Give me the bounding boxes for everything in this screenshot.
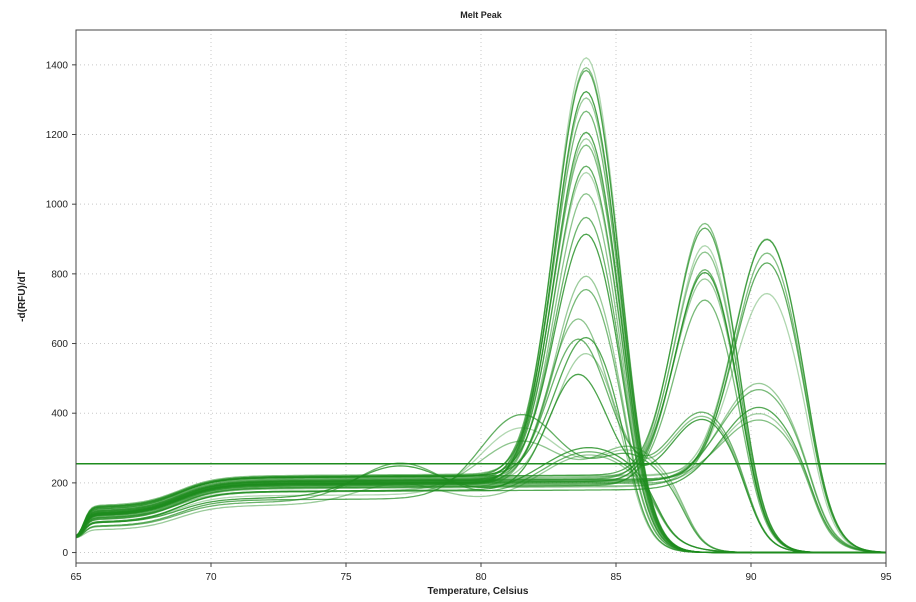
x-tick-label: 70 bbox=[205, 572, 217, 583]
series-line bbox=[75, 419, 887, 553]
x-axis-label: Temperature, Celsius bbox=[428, 586, 529, 597]
series-line bbox=[75, 292, 887, 553]
x-tick-label: 90 bbox=[745, 572, 757, 583]
series-line bbox=[75, 251, 886, 554]
y-tick-label: 400 bbox=[51, 409, 68, 420]
series-line bbox=[75, 227, 886, 554]
series-line bbox=[75, 454, 886, 554]
y-tick-label: 800 bbox=[51, 269, 68, 280]
y-tick-label: 200 bbox=[51, 478, 68, 489]
y-tick-label: 1200 bbox=[46, 130, 69, 141]
series-line bbox=[75, 299, 886, 554]
series-line bbox=[75, 446, 886, 554]
series-line bbox=[75, 413, 887, 553]
series-line bbox=[75, 252, 887, 553]
series-line bbox=[75, 278, 886, 554]
series-line bbox=[75, 238, 887, 553]
y-axis-label: -d(RFU)/dT bbox=[17, 270, 28, 322]
x-tick-label: 80 bbox=[475, 572, 487, 583]
x-tick-label: 95 bbox=[880, 572, 892, 583]
y-tick-label: 0 bbox=[62, 548, 68, 559]
axis-ticks: 65 70 75 80 85 90 95 0 200 400 600 800 1000 1200 1400 bbox=[46, 60, 892, 583]
x-tick-label: 85 bbox=[610, 572, 622, 583]
series-line bbox=[75, 238, 887, 553]
y-tick-label: 1000 bbox=[46, 200, 69, 211]
x-tick-label: 75 bbox=[340, 572, 352, 583]
series-group bbox=[75, 57, 887, 554]
series-line bbox=[75, 262, 887, 553]
x-tick-label: 65 bbox=[70, 572, 82, 583]
chart-title: Melt Peak bbox=[460, 10, 503, 20]
series-line bbox=[75, 388, 887, 553]
y-tick-label: 1400 bbox=[46, 60, 69, 71]
y-tick-label: 600 bbox=[51, 339, 68, 350]
